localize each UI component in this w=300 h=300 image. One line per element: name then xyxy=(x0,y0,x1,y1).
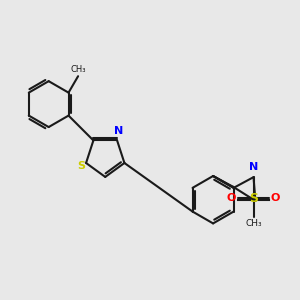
Text: S: S xyxy=(77,161,86,171)
Text: N: N xyxy=(249,162,258,172)
Text: CH₃: CH₃ xyxy=(245,219,262,228)
Text: CH₃: CH₃ xyxy=(70,65,86,74)
Text: N: N xyxy=(114,126,124,136)
Text: S: S xyxy=(249,192,258,205)
Text: O: O xyxy=(227,193,236,203)
Text: O: O xyxy=(271,193,280,203)
